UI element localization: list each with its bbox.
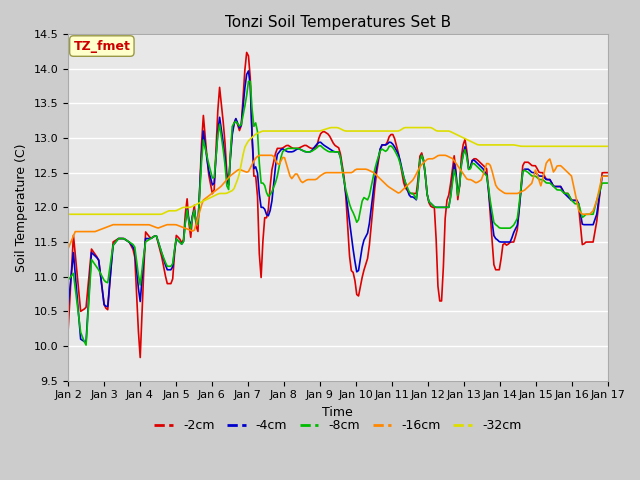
Title: Tonzi Soil Temperatures Set B: Tonzi Soil Temperatures Set B xyxy=(225,15,451,30)
X-axis label: Time: Time xyxy=(323,406,353,419)
Text: TZ_fmet: TZ_fmet xyxy=(74,39,131,52)
Y-axis label: Soil Temperature (C): Soil Temperature (C) xyxy=(15,143,28,272)
Legend: -2cm, -4cm, -8cm, -16cm, -32cm: -2cm, -4cm, -8cm, -16cm, -32cm xyxy=(149,414,526,437)
